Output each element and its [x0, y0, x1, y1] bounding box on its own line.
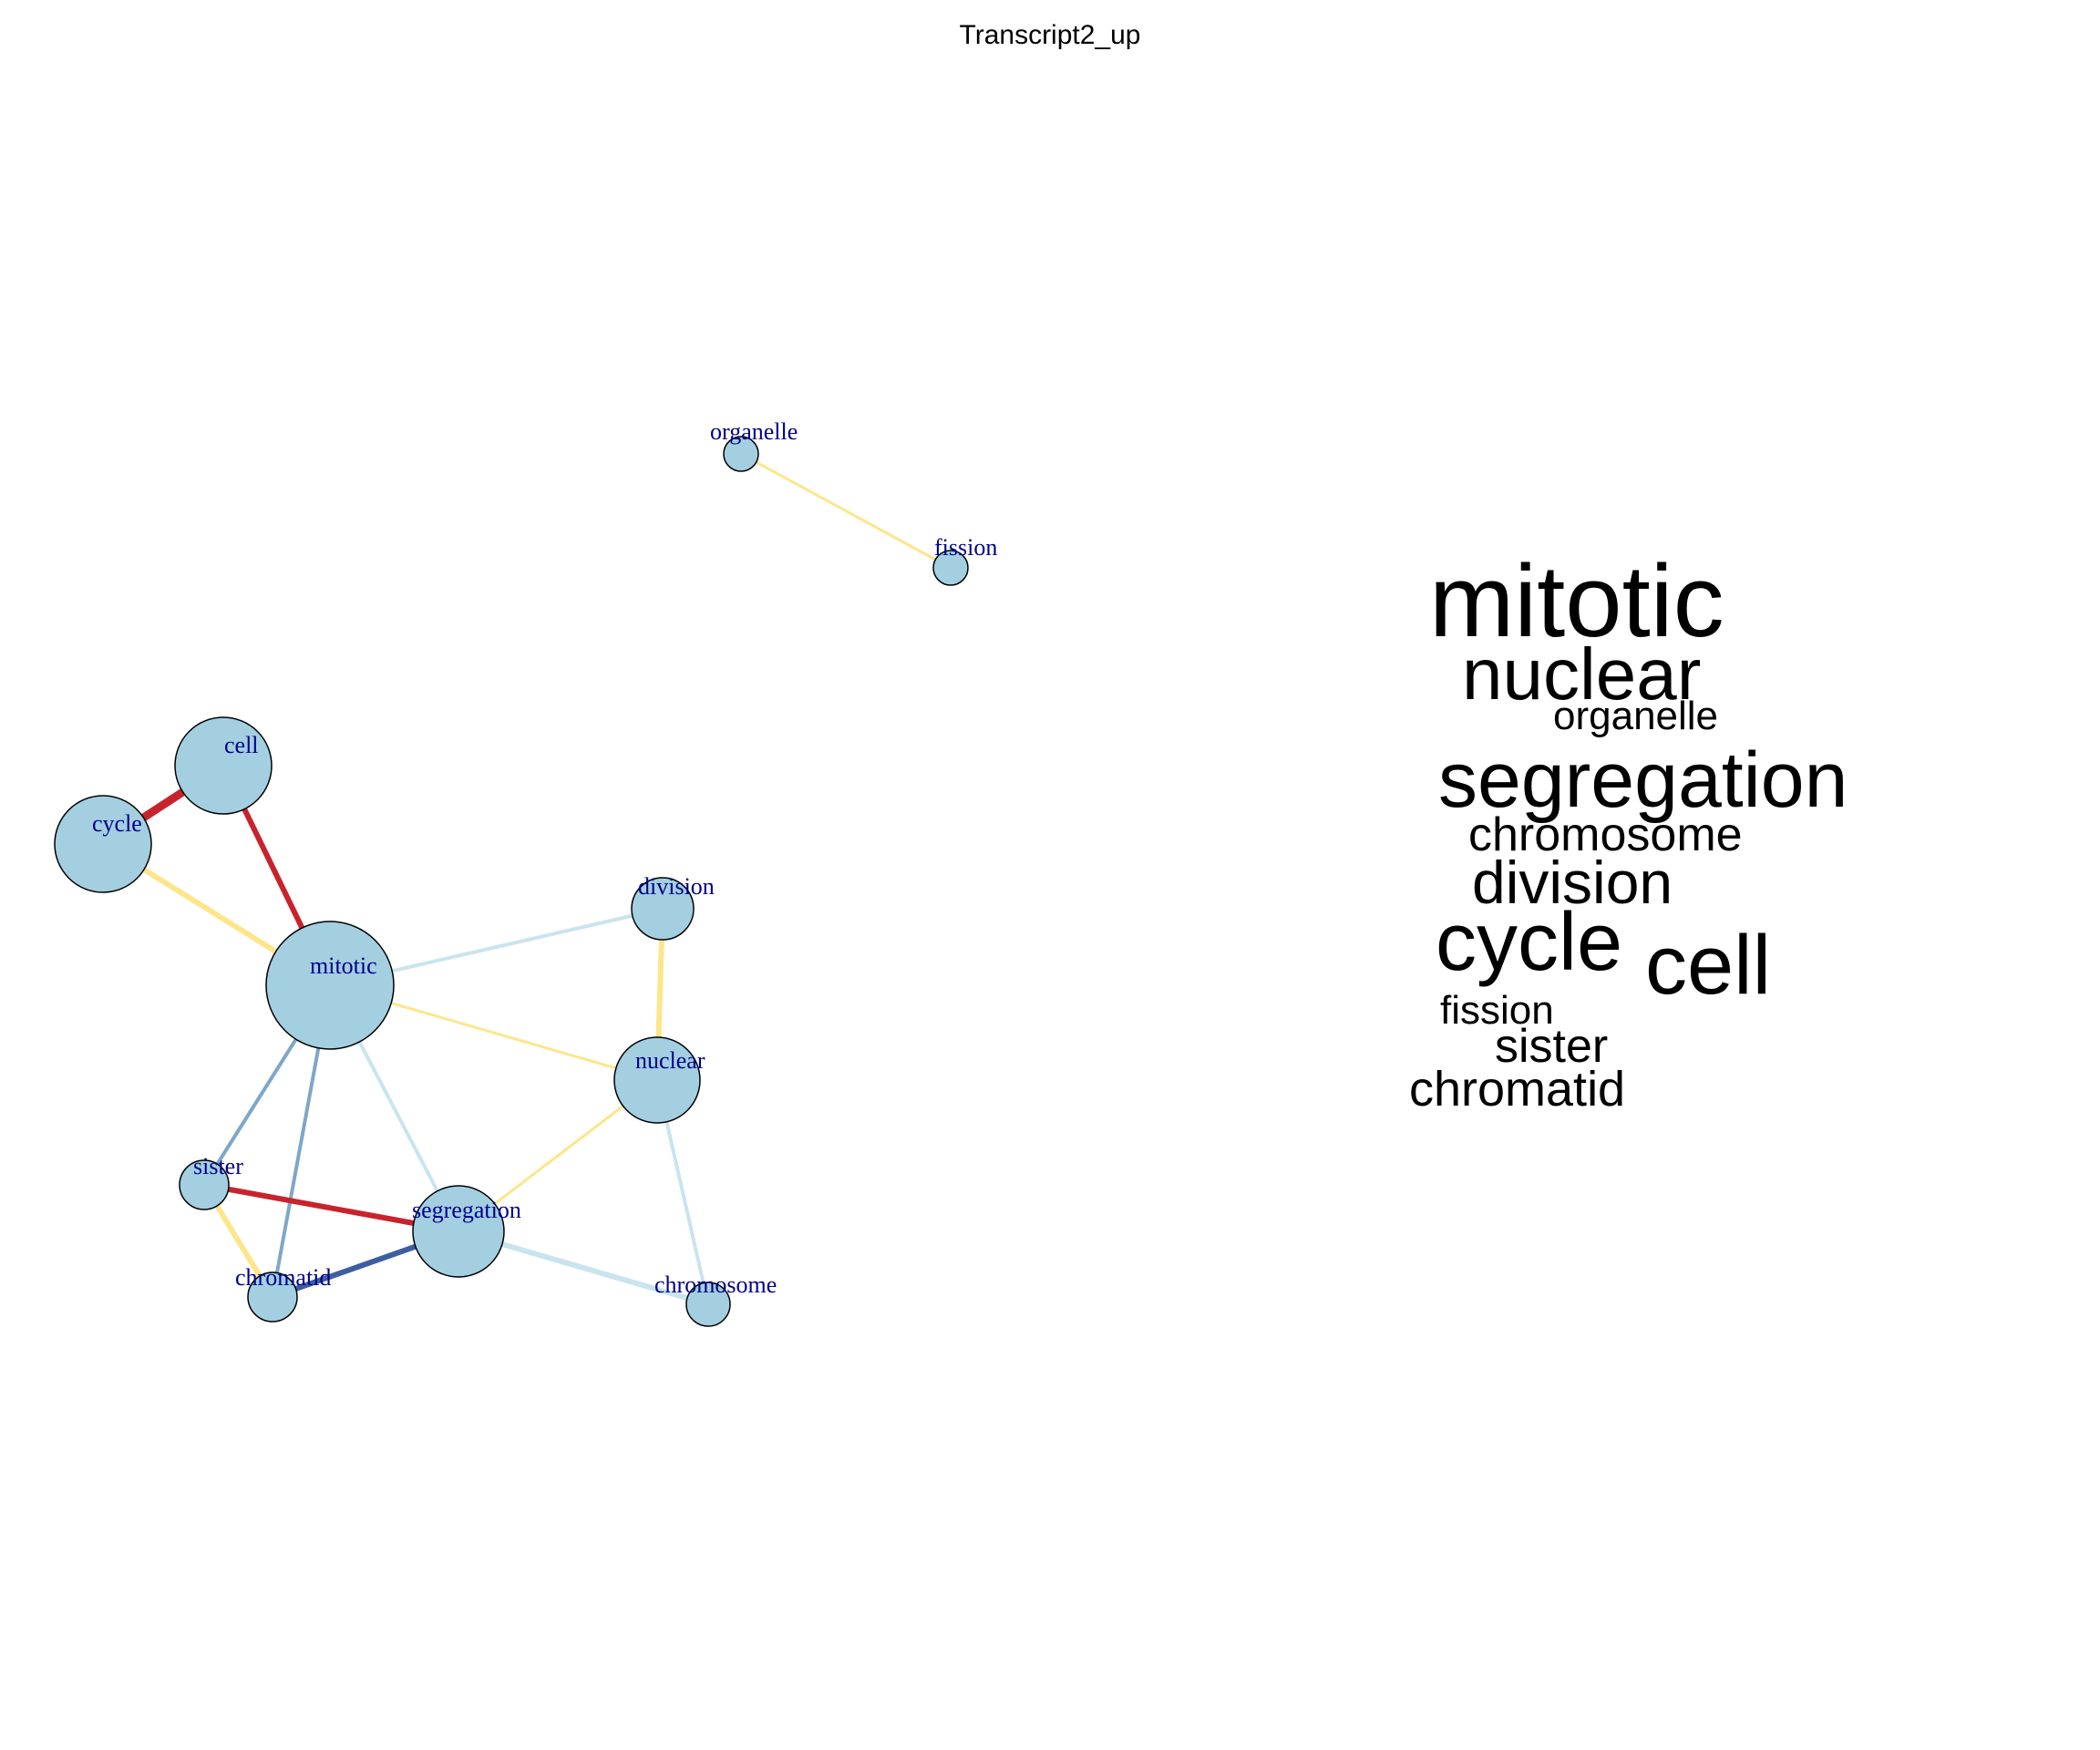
cloud-word-fission: fission: [1440, 988, 1554, 1033]
node-label-chromosome: chromosome: [654, 1271, 777, 1298]
node-label-segregation: segregation: [412, 1197, 521, 1223]
cloud-word-cycle: cycle: [1436, 897, 1622, 988]
node-label-cell: cell: [224, 732, 259, 758]
cloud-word-mitotic: mitotic: [1429, 544, 1724, 658]
cloud-word-cell: cell: [1645, 919, 1771, 1012]
cloud-word-segregation: segregation: [1438, 736, 1848, 824]
cloud-word-chromatid: chromatid: [1409, 1062, 1625, 1117]
node-cell: [174, 716, 273, 815]
node-fission: [932, 550, 969, 586]
cloud-word-nuclear: nuclear: [1462, 633, 1701, 715]
figure-title: Transcript2_up: [959, 20, 1141, 50]
cloud-word-division: division: [1472, 849, 1673, 916]
node-label-mitotic: mitotic: [310, 952, 377, 979]
node-segregation: [412, 1185, 505, 1278]
node-division: [631, 877, 695, 941]
node-chromosome: [685, 1282, 731, 1327]
node-organelle: [723, 436, 759, 472]
node-label-nuclear: nuclear: [635, 1047, 705, 1074]
node-nuclear: [613, 1036, 701, 1124]
node-layer: organelle fission cell cycle division mitotic…: [54, 418, 997, 1327]
word-cloud: mitoticnuclearorganellesegregationchromo…: [1409, 544, 1848, 1117]
node-label-organelle: organelle: [710, 418, 798, 445]
cloud-word-chromosome: chromosome: [1468, 808, 1743, 861]
edge-organelle-fission: [739, 452, 952, 570]
node-sister: [179, 1159, 230, 1210]
cloud-word-sister: sister: [1495, 1020, 1608, 1073]
node-label-fission: fission: [934, 534, 997, 561]
node-cycle: [54, 795, 152, 893]
node-label-sister: sister: [193, 1153, 243, 1179]
node-label-chromatid: chromatid: [235, 1264, 331, 1291]
node-chromatid: [247, 1271, 298, 1323]
node-label-division: division: [638, 873, 715, 900]
cloud-word-organelle: organelle: [1553, 694, 1718, 738]
node-mitotic: [265, 921, 395, 1050]
node-label-cycle: cycle: [92, 810, 142, 837]
